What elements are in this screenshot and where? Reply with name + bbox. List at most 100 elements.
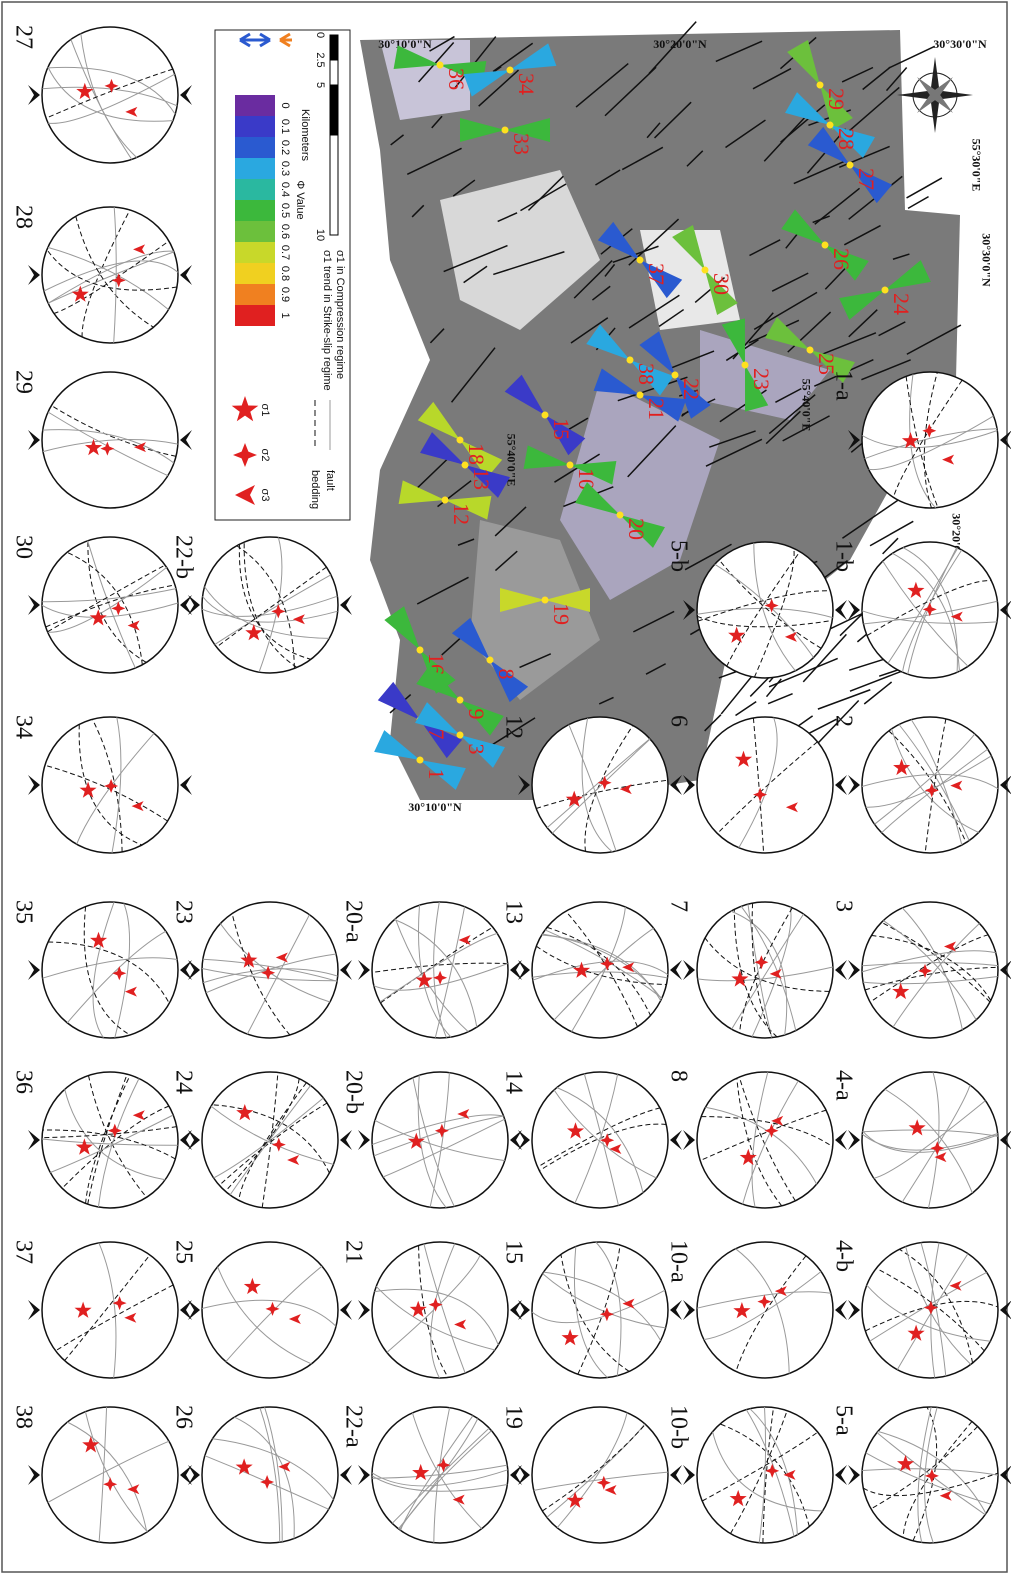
stereonet-label: 1-a xyxy=(830,370,856,401)
site-label: 38 xyxy=(634,363,659,385)
stereonet-label: 26 xyxy=(170,1405,196,1429)
stereonet-label: 19 xyxy=(500,1405,526,1429)
stereonet-circle xyxy=(202,537,338,673)
stereonet-circle xyxy=(42,207,178,343)
stereonet-circle xyxy=(42,1242,178,1378)
phi-color-swatch xyxy=(235,137,275,158)
stereonet-circle xyxy=(532,1407,668,1543)
stereonet-circle xyxy=(372,1242,508,1378)
stereonet-label: 3 xyxy=(830,900,856,912)
stereonet-circle xyxy=(697,717,833,853)
phi-color-swatch xyxy=(235,284,275,305)
stereonet-label: 10-b xyxy=(665,1405,691,1449)
scale-bar-segment xyxy=(330,60,338,85)
latitude-label: 30°10'0"N xyxy=(378,37,432,51)
phi-title: Φ Value xyxy=(294,180,306,219)
stereonet-label: 5-b xyxy=(665,540,691,572)
stereonet-label: 22-a xyxy=(340,1405,366,1448)
body: 30°10'0"N 30°20'0"N 30°30'0"N 30°10'0"N 55°3… xyxy=(0,0,1011,1575)
stereonet-label: 27 xyxy=(10,25,36,49)
site-label: 28 xyxy=(834,128,859,150)
legend: 0 2.5 5 10 Kilometers σ1 in Compression regim… xyxy=(215,30,350,520)
scale-bar-unit: Kilometers xyxy=(299,109,311,161)
stereonet-label: 21 xyxy=(340,1240,366,1264)
site-label: 13 xyxy=(469,468,494,490)
longitude-label: 55°30'0"E xyxy=(969,139,983,192)
site-point xyxy=(542,597,549,604)
stereonet-label: 6 xyxy=(665,715,691,727)
stereonet-label: 36 xyxy=(10,1070,36,1094)
phi-tick-label: 0.2 xyxy=(279,140,291,155)
phi-color-swatch xyxy=(235,116,275,137)
stereonet-label: 7 xyxy=(665,900,691,912)
stereonet-circle xyxy=(42,537,178,673)
phi-tick-label: 0.4 xyxy=(279,182,291,197)
stereonet-circle xyxy=(697,542,833,678)
stereonet-circle xyxy=(372,1072,508,1208)
latitude-label: 30°10'0"N xyxy=(408,800,462,814)
stereonet-label: 37 xyxy=(10,1240,36,1264)
site-point xyxy=(502,127,509,134)
edge-coordinate-label: 30°30'0"N xyxy=(979,233,993,287)
stereonet-label: 29 xyxy=(10,370,36,394)
phi-tick-label: 0.9 xyxy=(279,287,291,302)
latitude-label: 30°20'0"N xyxy=(653,37,707,51)
stereonet-label: 38 xyxy=(10,1405,36,1429)
scale-bar-label: 10 xyxy=(314,229,326,241)
stereonet-label: 23 xyxy=(170,900,196,924)
stereonet-label: 25 xyxy=(170,1240,196,1264)
scale-bar-label: 2.5 xyxy=(314,52,326,67)
stereonet-label: 15 xyxy=(500,1240,526,1264)
stereonet-circle xyxy=(42,1407,178,1543)
site-label: 26 xyxy=(829,248,854,270)
scale-bar-segment xyxy=(330,35,338,60)
site-label: 34 xyxy=(514,73,539,95)
site-label: 21 xyxy=(644,398,669,420)
scale-bar-label: 5 xyxy=(314,82,326,88)
stereonet-circle xyxy=(697,1072,833,1208)
stereonet-circle xyxy=(202,902,338,1038)
site-label: 19 xyxy=(549,603,574,625)
sigma3-label: σ3 xyxy=(259,489,271,502)
stereonet-label: 34 xyxy=(10,715,36,739)
latitude-label: 30°30'0"N xyxy=(933,37,987,51)
phi-color-swatch xyxy=(235,158,275,179)
stereonet-circle xyxy=(42,27,178,163)
phi-color-swatch xyxy=(235,200,275,221)
stereonet-label: 35 xyxy=(10,900,36,924)
stereonet-label: 2 xyxy=(830,715,856,727)
stereonet-label: 30 xyxy=(10,535,36,559)
compression-label: σ1 in Compression regime xyxy=(334,250,346,379)
site-label: 18 xyxy=(464,443,489,465)
bedding-label: bedding xyxy=(309,470,321,509)
stereonet-label: 14 xyxy=(500,1070,526,1094)
stereonet-label: 10-a xyxy=(665,1240,691,1283)
strike-slip-label: σ1 trend in Strike-slip regime xyxy=(321,250,333,391)
stereonet-label: 22-b xyxy=(170,535,196,579)
site-label: 12 xyxy=(449,503,474,525)
stereonet-circle xyxy=(532,902,668,1038)
stereonet-label: 4-b xyxy=(830,1240,856,1272)
stereonet-circle xyxy=(42,902,178,1038)
phi-tick-label: 0.7 xyxy=(279,245,291,260)
site-label: 3 xyxy=(464,744,489,755)
phi-color-swatch xyxy=(235,242,275,263)
phi-tick-label: 1 xyxy=(279,312,291,318)
site-label: 22 xyxy=(679,378,704,400)
site-label: 37 xyxy=(644,263,669,285)
phi-color-swatch xyxy=(235,221,275,242)
phi-color-swatch xyxy=(235,305,275,326)
stereonet-label: 1-b xyxy=(830,540,856,572)
stereonet-circle xyxy=(862,372,998,508)
site-label: 8 xyxy=(494,669,519,680)
phi-tick-label: 0.1 xyxy=(279,119,291,134)
stereonet-label: 13 xyxy=(500,900,526,924)
stereonet-label: 4-a xyxy=(830,1070,856,1101)
phi-tick-label: 0.8 xyxy=(279,266,291,281)
stereonet-circle xyxy=(862,902,998,1038)
sigma1-label: σ1 xyxy=(259,404,271,417)
site-label: 15 xyxy=(549,418,574,440)
stereonet-label: 20-a xyxy=(340,900,366,943)
site-label: 20 xyxy=(624,518,649,540)
scale-bar-label: 0 xyxy=(314,32,326,38)
